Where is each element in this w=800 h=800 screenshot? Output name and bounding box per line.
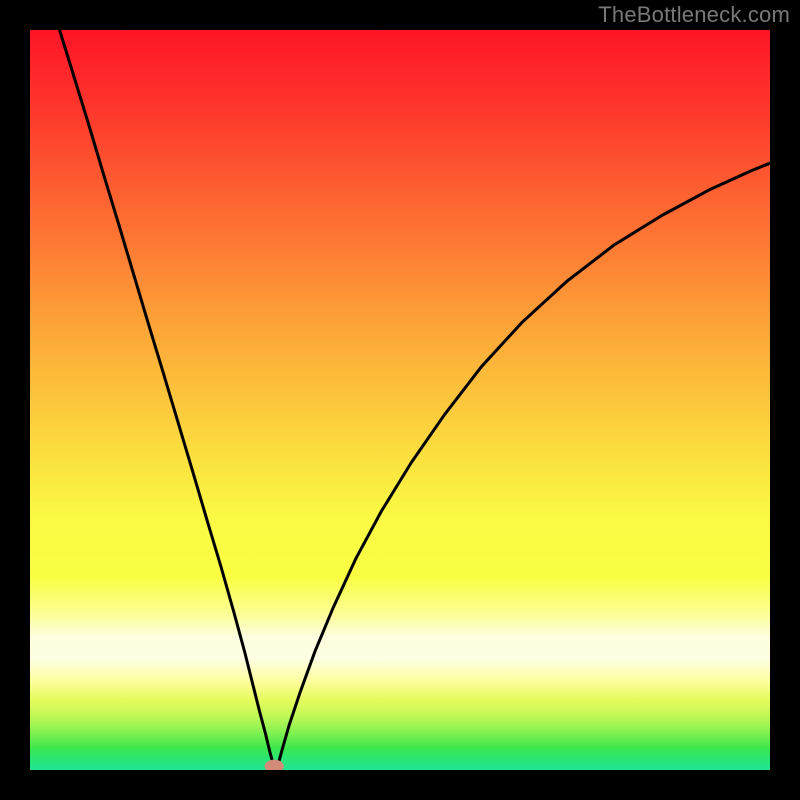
plot-svg — [30, 30, 770, 770]
watermark-text: TheBottleneck.com — [598, 2, 790, 28]
chart-frame: TheBottleneck.com — [0, 0, 800, 800]
plot-area — [30, 30, 770, 770]
gradient-background — [30, 30, 770, 770]
